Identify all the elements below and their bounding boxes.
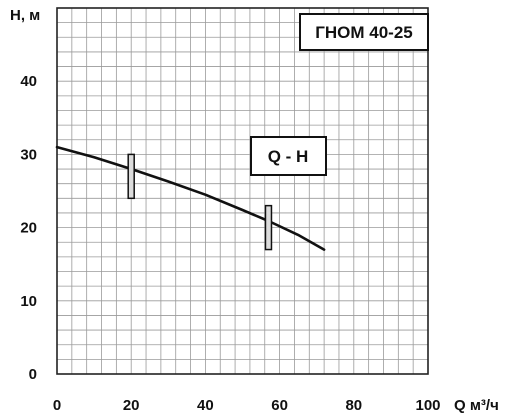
curve-label-frame xyxy=(250,136,327,176)
tick-labels: 0 20 40 60 80 100 0 10 20 30 40 xyxy=(20,73,440,414)
curve-label-box: Q - H xyxy=(250,136,327,176)
y-tick-label: 10 xyxy=(20,293,37,310)
x-tick-label: 0 xyxy=(53,397,61,414)
y-axis-label: H, м xyxy=(10,7,40,24)
title-box-frame xyxy=(299,13,429,51)
curve-label: Q - H xyxy=(268,147,309,166)
x-tick-label: 100 xyxy=(415,397,440,414)
x-axis-label: Q м³/ч xyxy=(454,397,499,414)
working-range-markers xyxy=(127,153,273,251)
working-range-marker xyxy=(127,153,135,200)
y-tick-label: 40 xyxy=(20,73,37,90)
x-tick-label: 80 xyxy=(345,397,362,414)
y-tick-label: 0 xyxy=(29,366,37,383)
plot-frame xyxy=(56,7,429,375)
x-tick-label: 60 xyxy=(271,397,288,414)
x-tick-label: 40 xyxy=(197,397,214,414)
chart-title: ГНОМ 40-25 xyxy=(315,23,413,42)
grid xyxy=(56,7,429,375)
x-tick-label: 20 xyxy=(123,397,140,414)
qh-curve xyxy=(55,145,326,251)
working-range-marker xyxy=(264,204,273,251)
title-box: ГНОМ 40-25 xyxy=(299,13,429,51)
y-tick-label: 20 xyxy=(20,220,37,237)
y-tick-label: 30 xyxy=(20,146,37,163)
